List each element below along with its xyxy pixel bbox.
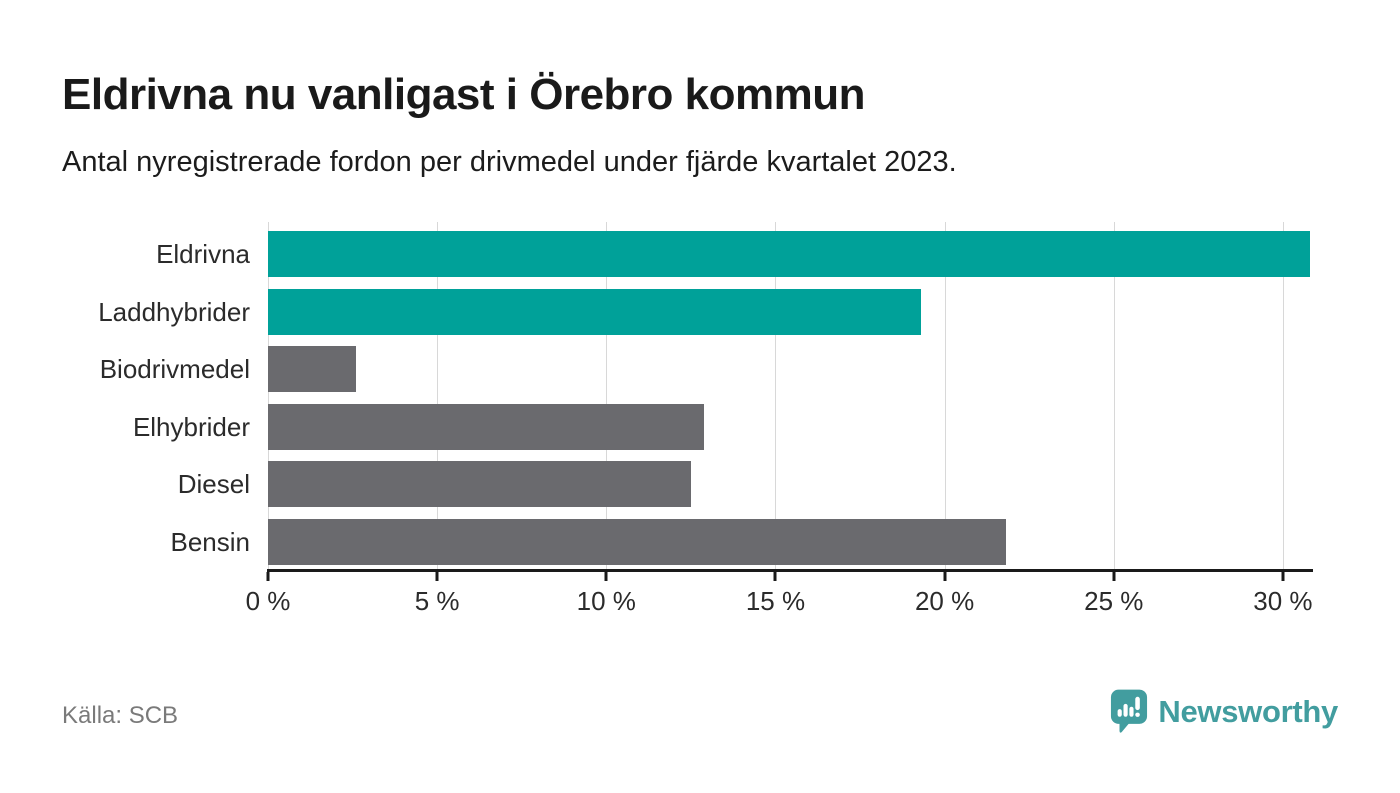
bar-rows: Eldrivna Laddhybrider Biodrivmedel Elhybrid… xyxy=(0,222,1400,570)
axis-tick xyxy=(773,572,777,581)
category-label: Elhybrider xyxy=(132,411,250,442)
bar-row: Laddhybrider xyxy=(0,288,1400,335)
bar-row: Biodrivmedel xyxy=(0,346,1400,393)
bar-row: Elhybrider xyxy=(0,403,1400,450)
bar-row: Bensin xyxy=(0,519,1400,565)
category-label: Laddhybrider xyxy=(98,296,250,327)
axis-tick xyxy=(266,572,270,581)
axis-tick xyxy=(604,572,608,581)
x-axis-line xyxy=(267,569,1313,572)
bar-track xyxy=(268,403,1311,450)
gridline xyxy=(268,222,269,570)
source-note: Källa: SCB xyxy=(62,702,179,729)
chart-subtitle: Antal nyregistrerade fordon per drivmede… xyxy=(62,146,957,178)
bar-track xyxy=(268,346,1311,393)
gridline xyxy=(1113,222,1115,570)
axis-tick-label: 5 % xyxy=(414,586,460,616)
chart-title: Eldrivna nu vanligast i Örebro kommun xyxy=(62,70,866,119)
newsworthy-logo: Newsworthy xyxy=(1110,688,1338,735)
bar xyxy=(268,403,705,450)
axis-tick xyxy=(1112,572,1116,581)
axis-tick xyxy=(1281,572,1285,581)
plot-area xyxy=(268,222,1311,570)
bar-track xyxy=(268,461,1311,508)
bar xyxy=(268,461,691,508)
bar-track xyxy=(268,519,1311,565)
gridline xyxy=(775,222,777,570)
newsworthy-bar-chart-bubble-icon xyxy=(1110,688,1148,735)
axis-tick-label: 0 % xyxy=(245,586,291,616)
bar-track xyxy=(268,288,1311,335)
x-axis-ticks: 0 % 5 % 10 % 15 % 20 % 25 % 30 % xyxy=(246,572,1313,622)
newsworthy-logo-text: Newsworthy xyxy=(1158,693,1338,729)
gridline xyxy=(1282,222,1284,570)
category-label: Eldrivna xyxy=(156,239,250,269)
bar-row: Eldrivna xyxy=(0,231,1400,277)
category-label: Diesel xyxy=(177,469,250,500)
axis-tick-label: 30 % xyxy=(1253,586,1313,616)
bar-row: Diesel xyxy=(0,461,1400,508)
axis-tick-label: 20 % xyxy=(914,586,975,616)
bar xyxy=(268,346,356,393)
gridline xyxy=(437,222,439,570)
axis-tick xyxy=(943,572,947,581)
axis-tick-label: 25 % xyxy=(1084,586,1144,616)
bar-track xyxy=(268,231,1311,277)
gridline xyxy=(944,222,946,570)
axis-tick-label: 15 % xyxy=(745,586,806,616)
bar xyxy=(268,519,1006,565)
axis-tick xyxy=(435,572,439,581)
gridline xyxy=(606,222,608,570)
bar xyxy=(268,288,921,335)
axis-tick-label: 10 % xyxy=(576,586,636,616)
category-label: Biodrivmedel xyxy=(99,354,250,385)
category-label: Bensin xyxy=(170,527,251,557)
bar xyxy=(268,231,1310,277)
